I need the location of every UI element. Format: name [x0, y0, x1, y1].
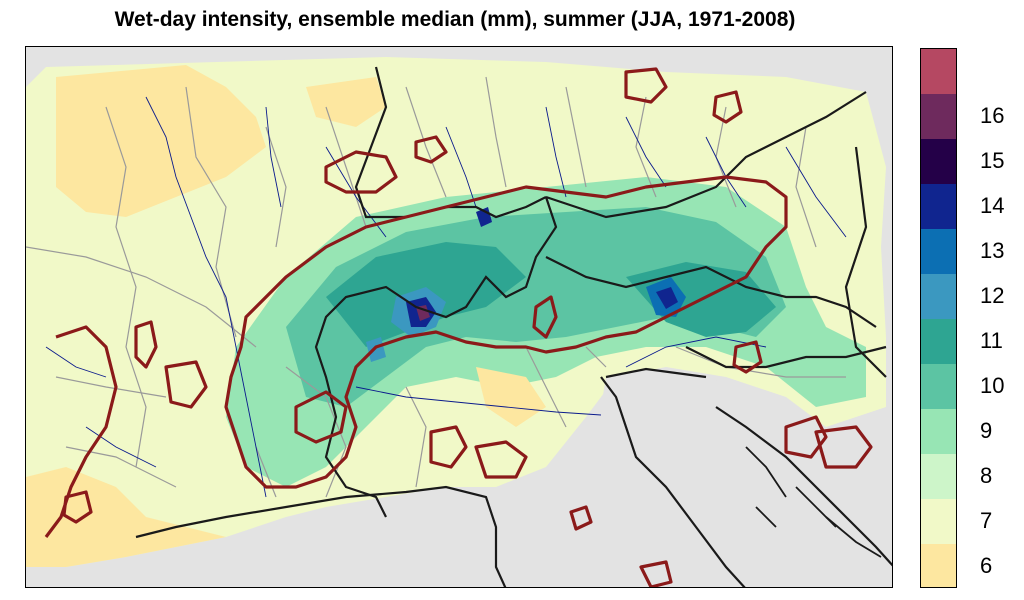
country-borders	[135, 66, 892, 587]
legend-swatch	[921, 409, 956, 454]
legend-label: 8	[980, 462, 993, 488]
region-low-northwest	[56, 65, 266, 217]
color-scale-legend	[920, 48, 957, 588]
legend-swatch	[921, 364, 956, 409]
legend-swatch	[921, 274, 956, 319]
legend-label: 6	[980, 552, 993, 578]
legend-swatch	[921, 544, 956, 587]
map-title: Wet-day intensity, ensemble median (mm),…	[114, 8, 796, 31]
legend-label: 13	[980, 237, 1005, 263]
river-network	[45, 96, 847, 498]
legend-label: 9	[980, 417, 993, 443]
legend-swatch	[921, 49, 956, 94]
legend-label: 11	[980, 327, 1003, 353]
legend-swatch	[921, 499, 956, 544]
legend-swatch	[921, 94, 956, 139]
legend-label: 16	[980, 102, 1005, 128]
legend-label: 12	[980, 282, 1005, 308]
region-low-northwest-2	[306, 77, 386, 127]
legend-label: 10	[980, 372, 1005, 398]
legend-swatch	[921, 184, 956, 229]
alpine-precipitation-map	[26, 57, 892, 587]
region-very-high-6	[366, 337, 386, 362]
sea-adriatic	[601, 369, 892, 587]
elevation-contours	[44, 67, 873, 587]
map-panel	[25, 46, 893, 588]
region-low-southwest	[26, 467, 226, 567]
legend-label: 14	[980, 192, 1005, 218]
basin-fill-layer	[26, 57, 892, 587]
legend-swatch	[921, 139, 956, 184]
region-po-valley	[476, 367, 546, 427]
adriatic-islands	[745, 446, 882, 558]
legend-swatch	[921, 454, 956, 499]
legend-swatch	[921, 229, 956, 274]
region-very-high-4	[656, 287, 678, 309]
sea-ligurian	[169, 499, 506, 587]
legend-label: 7	[980, 507, 993, 533]
basin-boundaries	[26, 76, 846, 498]
legend-swatch	[921, 319, 956, 364]
legend-label: 15	[980, 147, 1005, 173]
